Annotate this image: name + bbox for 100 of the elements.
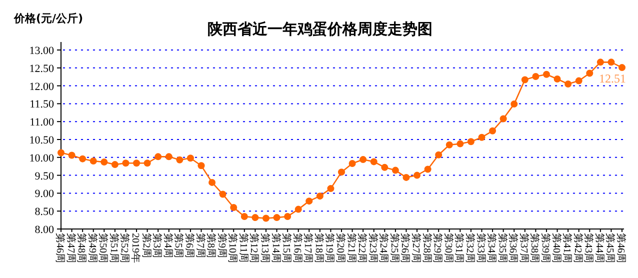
x-tick-label: 第50周 [97, 233, 110, 263]
point [575, 77, 582, 84]
x-tick-label: 第35周 [496, 233, 508, 263]
point [456, 140, 464, 148]
x-tick-label: 第28周 [420, 233, 433, 263]
point [424, 166, 432, 173]
x-tick-label: 第24周 [378, 233, 390, 263]
x-tick-label: 第27周 [410, 233, 422, 263]
point [133, 160, 140, 167]
x-tick-label: 第10周 [226, 233, 239, 263]
x-tick-label: 第52周 [118, 233, 131, 263]
point [90, 157, 97, 164]
x-tick-label: 第34周 [486, 233, 498, 263]
y-tick-label: 8.00 [34, 224, 54, 236]
x-tick-label: 第2周 [140, 233, 152, 258]
point [79, 155, 86, 162]
x-tick-label: 第48周 [76, 233, 88, 263]
x-tick-label: 第22周 [356, 233, 368, 263]
x-tick-label: 第13周 [258, 233, 271, 263]
x-tick-label: 第26周 [399, 233, 412, 263]
x-tick-label: 第29周 [432, 233, 444, 263]
point [608, 58, 615, 66]
x-tick-label: 第41周 [561, 233, 574, 263]
point [100, 158, 108, 166]
point [564, 80, 572, 88]
x-tick-label: 第47周 [64, 233, 77, 263]
y-tick-label: 11.50 [30, 98, 54, 111]
x-tick-label: 第38周 [528, 233, 541, 263]
x-tick-label: 第15周 [280, 233, 293, 263]
y-tick-label: 8.50 [34, 206, 54, 218]
x-tick-label: 第49周 [86, 233, 98, 263]
x-tick-label: 第25周 [388, 233, 400, 263]
point [219, 190, 226, 198]
y-tick-label: 13.00 [29, 45, 54, 57]
x-tick-label: 第8周 [205, 233, 218, 258]
point [489, 127, 496, 134]
x-tick-label: 第33周 [474, 233, 487, 263]
point [586, 70, 594, 77]
point [230, 204, 238, 212]
point [198, 162, 205, 170]
x-tick-label: 第18周 [312, 233, 325, 263]
y-tick-label: 10.50 [29, 134, 54, 146]
chart-title: 陕西省近一年鸡蛋价格周度走势图 [208, 20, 432, 38]
x-tick-label: 第44周 [593, 233, 606, 263]
point [554, 76, 561, 82]
point [122, 160, 130, 167]
point [240, 212, 248, 220]
x-tick-label: 第23周 [366, 233, 379, 263]
point [186, 154, 194, 162]
x-tick-label: 第37周 [518, 233, 530, 263]
x-tick-label: 第43周 [582, 233, 595, 263]
point [208, 178, 216, 186]
point [348, 160, 356, 167]
point [294, 206, 302, 213]
point [176, 156, 184, 164]
y-tick-label: 12.00 [29, 80, 54, 93]
y-tick-label: 9.50 [34, 170, 54, 182]
y-tick-label: 9.00 [34, 188, 54, 200]
point [510, 100, 518, 108]
point [500, 115, 507, 122]
x-tick-label: 第7周 [194, 233, 206, 258]
y-axis-title: 价格(元/公斤) [13, 12, 84, 25]
x-tick-label: 第17周 [302, 233, 314, 263]
point [165, 153, 172, 160]
point [306, 198, 313, 205]
point [262, 214, 270, 222]
x-tick-label: 第39周 [539, 233, 552, 263]
point [478, 134, 486, 141]
y-tick-label: 11.00 [30, 116, 54, 129]
x-tick-label: 第45周 [604, 233, 616, 263]
x-tick-label: 第42周 [572, 233, 584, 263]
x-tick-label: 第46周 [615, 233, 627, 263]
x-tick-label: 第46周 [54, 233, 66, 263]
x-tick-label: 第19周 [324, 233, 336, 263]
x-tick-label: 第40周 [550, 233, 562, 263]
point [273, 214, 280, 222]
point [111, 161, 118, 168]
x-tick-label: 第6周 [183, 233, 196, 258]
x-tick-label: 第11周 [237, 233, 250, 263]
x-tick-label: 第16周 [291, 233, 304, 263]
y-tick-label: 10.00 [29, 152, 54, 164]
x-tick-label: 第20周 [334, 233, 346, 263]
y-tick-label: 12.50 [29, 62, 54, 75]
x-tick-label: 第21周 [345, 233, 358, 263]
point [370, 158, 378, 166]
x-tick-label: 第5周 [172, 233, 185, 258]
data-label: 12.51 [599, 72, 626, 86]
point [435, 151, 442, 158]
point [154, 153, 162, 160]
x-tick-label: 第32周 [464, 233, 476, 263]
point [381, 164, 388, 171]
point [596, 58, 604, 66]
point [392, 166, 399, 174]
point [284, 212, 292, 220]
x-tick-label: 第12周 [248, 233, 260, 263]
point [542, 70, 550, 78]
x-tick-label: 第9周 [216, 233, 228, 258]
point [338, 168, 345, 176]
point [618, 64, 626, 72]
point [316, 192, 324, 200]
